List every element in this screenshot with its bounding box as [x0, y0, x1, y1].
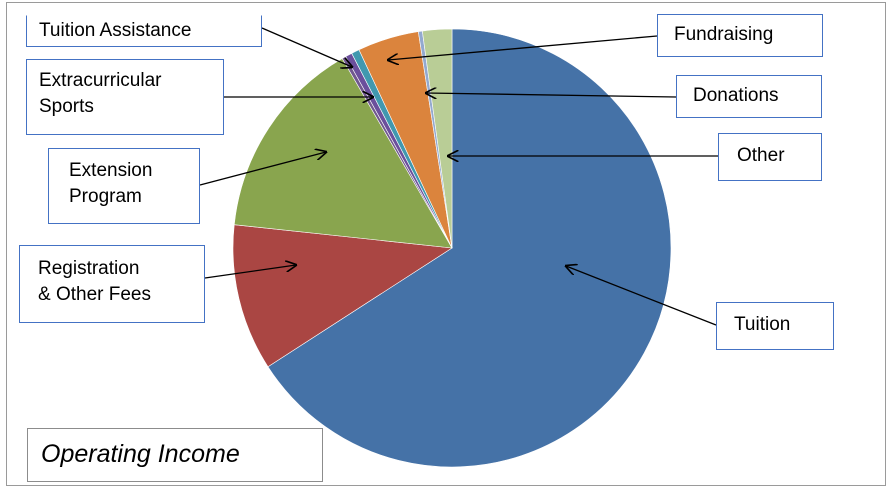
callout-extracurricular: Extracurricular Sports	[26, 59, 224, 135]
leader-tuition	[566, 266, 717, 326]
pie-slice-tuition	[267, 28, 672, 468]
callout-registration: Registration & Other Fees	[19, 245, 205, 323]
leader-fundraising	[388, 35, 658, 60]
leader-registration	[204, 265, 296, 279]
callout-donations: Donations	[676, 75, 822, 118]
pie-slice-other	[421, 28, 453, 249]
pie-slice-extension-program	[233, 58, 453, 249]
callout-tuition: Tuition	[716, 302, 834, 350]
callout-tuition-assistance: Tuition Assistance	[26, 15, 262, 47]
callout-fundraising: Fundraising	[657, 14, 823, 57]
callout-other: Other	[718, 133, 822, 181]
leader-extension	[199, 152, 326, 186]
chart-title: Operating Income	[27, 428, 323, 482]
leader-donations	[426, 93, 677, 97]
callout-extension: Extension Program	[48, 148, 200, 224]
leader-tuition-assistance	[261, 27, 352, 67]
